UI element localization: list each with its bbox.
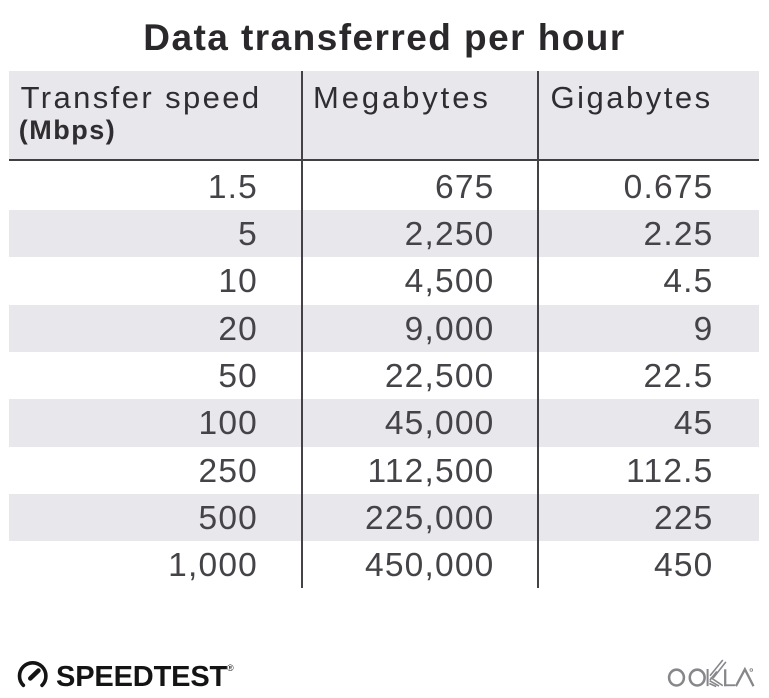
svg-text:SPEEDTEST: SPEEDTEST bbox=[56, 661, 228, 693]
svg-text:®: ® bbox=[227, 663, 234, 673]
